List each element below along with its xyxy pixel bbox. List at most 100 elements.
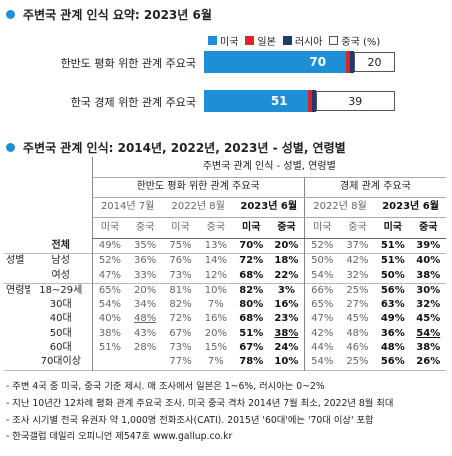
row-group-label (4, 341, 30, 355)
table-cell: 68% (239, 313, 264, 325)
bullet-dot-icon (6, 10, 15, 19)
table-cell: 76% (169, 255, 192, 267)
table-cell: 42% (303, 326, 340, 342)
header-corner (4, 157, 92, 178)
bullet-dot-icon (6, 143, 15, 152)
bar-category-label: 한반도 평화 위한 관계 주요국 (60, 57, 196, 70)
table-cell: 65% (303, 298, 340, 313)
table-cell: 54% (303, 355, 340, 371)
table-cell: 67% (239, 342, 264, 354)
table-cell: 65% (91, 283, 128, 299)
table-cell: 54% (303, 268, 340, 284)
table-cell: 73% (169, 342, 192, 354)
bar-segment-china: 39 (315, 91, 395, 111)
row-group-label (4, 355, 30, 370)
group-header: 한반도 평화 위한 관계 주요국 (91, 177, 305, 198)
footnote: - 주변 4국 중 미국, 중국 기준 제시. 매 조사에서 일본은 1~6%,… (6, 381, 325, 392)
table-cell: 45% (346, 313, 369, 325)
table-cell: 73% (169, 269, 192, 281)
table-cell: 49% (91, 238, 128, 254)
row-label: 50대 (49, 327, 72, 339)
table-row: 30대 54% 34% 82% 7% 80% 16% 65% 27% 63% 32% (4, 298, 446, 313)
table-cell: 52% (303, 238, 340, 254)
table-cell: 24% (274, 342, 299, 354)
table-cell: 38% (274, 327, 299, 339)
table-row: 50대 38% 43% 67% 20% 51% 38% 42% 48% 36% 54% (4, 326, 446, 342)
country-subheader: 미국 (375, 217, 411, 239)
table-cell: 81% (169, 284, 192, 296)
table-cell: 43% (133, 327, 157, 339)
table-header-row: 2014년 7월 2022년 8월 2023년 6월 2022년 8월 2023년 6월 (4, 197, 446, 218)
table-cell: 40% (416, 255, 441, 267)
table-cell: 37% (346, 240, 369, 251)
country-subheader: 미국 (91, 217, 128, 239)
table-cell: 51% (239, 327, 264, 339)
section2-title: 주변국 관계 인식: 2014년, 2022년, 2023년 - 성별, 연령별 (6, 139, 346, 156)
table-cell: 72% (169, 313, 192, 325)
row-group-label (4, 298, 30, 312)
table-cell: 75% (169, 240, 192, 251)
table-cell: 47% (91, 268, 128, 284)
table-cell: 42% (346, 255, 369, 267)
table-cell: 40% (91, 312, 128, 327)
table-cell: 82% (169, 299, 192, 311)
table-cell: 12% (204, 269, 227, 281)
table-cell: 48% (133, 313, 157, 325)
table-row: 전체 49% 35% 75% 13% 70% 20% 52% 37% 51% 39% (4, 238, 446, 254)
country-subheader: 미국 (162, 217, 199, 239)
table-cell: 70% (239, 240, 264, 251)
table-header-row: 주변국 관계 인식 - 성별, 연령별 (4, 157, 446, 178)
table-cell: 33% (133, 269, 157, 281)
table-cell: 47% (303, 312, 340, 327)
country-subheader: 중국 (410, 217, 446, 239)
table-cell: 32% (346, 269, 369, 281)
row-label: 18~29세 (39, 284, 83, 296)
table-cell: 38% (416, 342, 441, 354)
table-cell: 20% (274, 240, 299, 251)
bar-segment-russia (350, 51, 355, 73)
country-subheader: 중국 (268, 217, 305, 239)
table-cell: 66% (303, 283, 340, 299)
table-cell: 63% (380, 299, 405, 311)
table-cell: 27% (346, 299, 369, 311)
table-cell: 22% (274, 269, 299, 281)
country-subheader: 중국 (198, 217, 234, 239)
table-cell: 28% (133, 342, 157, 354)
header-corner (4, 178, 92, 198)
table-cell (91, 355, 128, 371)
table-cell: 18% (274, 255, 299, 267)
bar-segment-us: 51 (204, 90, 308, 112)
country-subheader: 미국 (233, 217, 269, 239)
row-label: 60대 (49, 342, 72, 354)
footnote: - 지난 10년간 12차례 평화 관계 주요국 조사. 미국 중국 격차 20… (6, 397, 394, 409)
perception-table: 주변국 관계 인식 - 성별, 연령별 한반도 평화 위한 관계 주요국 경제 관계… (4, 157, 446, 371)
table-cell: 49% (380, 313, 405, 325)
table-cell: 51% (380, 240, 405, 251)
table-cell: 48% (380, 342, 405, 354)
table-cell: 48% (346, 327, 369, 339)
table-cell: 25% (346, 284, 369, 296)
table-cell: 20% (204, 327, 227, 339)
row-group-label (4, 239, 30, 254)
table-row: 연령별 18~29세 65% 20% 81% 10% 82% 3% 66% 25% 56% 30% (4, 283, 446, 299)
table-cell: 56% (380, 356, 405, 368)
table-header-row: 미국 중국 미국 중국 미국 중국 미국 중국 미국 중국 (4, 217, 446, 239)
table-cell: 77% (169, 356, 192, 368)
section2-title-text: 주변국 관계 인식: 2014년, 2022년, 2023년 - 성별, 연령별 (23, 141, 346, 155)
table-cell: 3% (277, 284, 295, 296)
table-row: 여성 47% 33% 73% 12% 68% 22% 54% 32% 50% 38% (4, 268, 446, 284)
bar-segment-russia (311, 90, 316, 112)
row-label: 30대 (49, 299, 72, 311)
table-cell: 36% (380, 327, 405, 339)
row-label: 40대 (49, 313, 72, 325)
table-cell: 68% (239, 269, 264, 281)
table-cell: 50% (380, 269, 405, 281)
table-cell: 39% (416, 240, 441, 251)
table-cell: 38% (91, 326, 128, 342)
row-group-label (4, 312, 30, 326)
table-cell: 50% (303, 253, 340, 269)
table-cell: 16% (274, 299, 299, 311)
table-cell: 16% (204, 313, 227, 325)
table-cell: 72% (239, 255, 264, 267)
table-cell: 54% (91, 298, 128, 313)
